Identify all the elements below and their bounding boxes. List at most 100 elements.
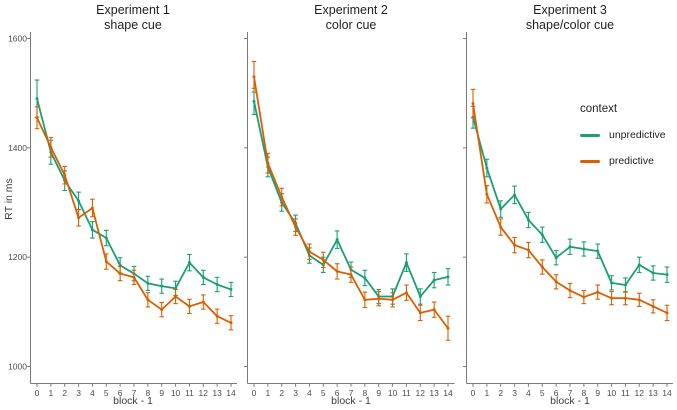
x-tick-label: 3 xyxy=(293,388,298,398)
x-tick-label: 5 xyxy=(321,388,326,398)
x-tick-label: 2 xyxy=(279,388,284,398)
legend-swatch-predictive-icon xyxy=(580,159,600,163)
x-tick-label: 0 xyxy=(252,388,257,398)
y-tick-label: 1400 xyxy=(8,143,27,153)
data-point xyxy=(418,295,422,299)
x-axis-label-panel-2: block - 1 xyxy=(331,395,371,407)
data-point xyxy=(446,275,450,279)
data-point xyxy=(623,283,627,287)
facet-title-line1: Experiment 3 xyxy=(533,3,607,17)
legend: context unpredictive predictive xyxy=(580,103,675,167)
y-tick-label: 1000 xyxy=(8,362,27,372)
x-tick-label: 11 xyxy=(402,388,411,398)
x-tick-label: 12 xyxy=(635,388,645,398)
x-tick-label: 7 xyxy=(349,388,354,398)
data-point xyxy=(499,207,503,211)
panel-2: 0 1 2 3 4 5 6 7 8 9 10 11 12 13 14 xyxy=(244,32,455,398)
x-tick-label: 4 xyxy=(307,388,312,398)
data-point xyxy=(35,97,39,101)
x-tick-label: 13 xyxy=(648,388,658,398)
data-point xyxy=(404,291,408,295)
data-point xyxy=(596,290,600,294)
data-point xyxy=(321,258,325,262)
data-point xyxy=(266,161,270,165)
data-point xyxy=(623,296,627,300)
y-tick-label: 1200 xyxy=(8,252,27,262)
data-point xyxy=(35,116,39,120)
data-point xyxy=(432,278,436,282)
x-tick-label: 8 xyxy=(581,388,586,398)
data-point xyxy=(187,304,191,308)
data-point xyxy=(526,248,530,252)
facet-title-experiment-3: Experiment 3 shape/color cue xyxy=(480,3,660,33)
data-point xyxy=(252,99,256,103)
x-tick-label: 8 xyxy=(145,388,150,398)
x-tick-label: 10 xyxy=(171,388,181,398)
data-point xyxy=(513,243,517,247)
x-tick-label: 5 xyxy=(104,388,109,398)
y-tick-label: 1600 xyxy=(8,34,27,44)
x-tick-label: 12 xyxy=(199,388,209,398)
series-predictive xyxy=(251,60,451,341)
data-point xyxy=(513,193,517,197)
data-point xyxy=(404,261,408,265)
series-predictive xyxy=(34,106,234,331)
data-point xyxy=(90,228,94,232)
data-point xyxy=(187,261,191,265)
data-point xyxy=(174,295,178,299)
x-tick-label: 9 xyxy=(595,388,600,398)
data-point xyxy=(201,275,205,279)
data-point xyxy=(215,283,219,287)
data-point xyxy=(146,281,150,285)
x-tick-label: 7 xyxy=(568,388,573,398)
x-tick-label: 9 xyxy=(376,388,381,398)
data-point xyxy=(540,233,544,237)
x-tick-label: 2 xyxy=(62,388,67,398)
data-point xyxy=(485,192,489,196)
data-point xyxy=(229,287,233,291)
x-tick-label: 13 xyxy=(212,388,222,398)
data-point xyxy=(499,225,503,229)
x-tick-label: 9 xyxy=(159,388,164,398)
legend-title: context xyxy=(580,103,618,115)
series-unpredictive xyxy=(34,79,234,298)
x-tick-label: 6 xyxy=(554,388,559,398)
data-point xyxy=(160,284,164,288)
x-tick-label: 10 xyxy=(388,388,398,398)
data-point xyxy=(307,250,311,254)
x-tick-label: 14 xyxy=(662,388,672,398)
data-point xyxy=(118,272,122,276)
data-point xyxy=(418,311,422,315)
data-point xyxy=(391,298,395,302)
facet-title-line2: shape cue xyxy=(104,18,162,32)
panel-3: 0 1 2 3 4 5 6 7 8 9 10 11 12 13 14 xyxy=(463,32,673,398)
x-tick-label: 12 xyxy=(416,388,426,398)
data-point xyxy=(610,281,614,285)
data-point xyxy=(432,308,436,312)
x-tick-label: 14 xyxy=(443,388,453,398)
data-point xyxy=(132,275,136,279)
x-axis-label-panel-3: block - 1 xyxy=(550,395,590,407)
data-point xyxy=(651,271,655,275)
data-point xyxy=(229,321,233,325)
x-tick-label: 6 xyxy=(335,388,340,398)
facet-title-experiment-2: Experiment 2 color cue xyxy=(261,3,441,33)
data-point xyxy=(335,238,339,242)
data-point xyxy=(596,249,600,253)
x-tick-label: 1 xyxy=(48,388,53,398)
data-point xyxy=(485,166,489,170)
data-point xyxy=(582,247,586,251)
x-tick-label: 3 xyxy=(76,388,81,398)
facet-title-line1: Experiment 1 xyxy=(96,3,170,17)
data-point xyxy=(104,236,108,240)
data-point xyxy=(526,218,530,222)
data-point xyxy=(363,276,367,280)
x-tick-label: 4 xyxy=(90,388,95,398)
data-point xyxy=(540,265,544,269)
x-tick-label: 0 xyxy=(471,388,476,398)
data-point xyxy=(582,295,586,299)
data-point xyxy=(215,314,219,318)
